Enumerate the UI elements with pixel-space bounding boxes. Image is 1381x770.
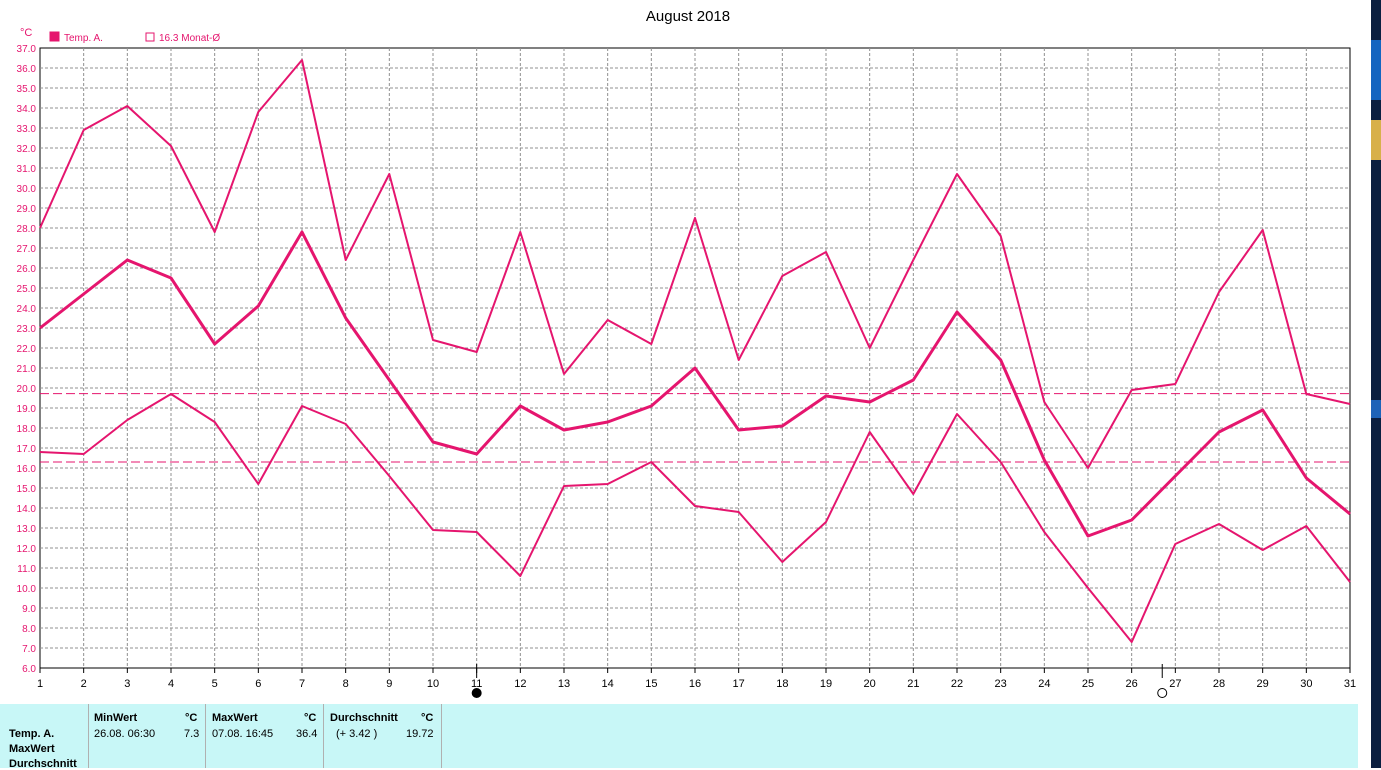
avg-unit: °C <box>421 712 434 724</box>
y-tick-label: 12.0 <box>17 544 37 555</box>
x-tick-label: 27 <box>1169 678 1181 690</box>
legend-swatch-hollow <box>145 32 155 42</box>
row-label-avg: Durchschnitt <box>9 758 77 770</box>
max-value: 36.4 <box>296 728 318 740</box>
x-tick-label: 26 <box>1126 678 1138 690</box>
grid <box>39 47 1351 669</box>
x-tick-label: 14 <box>602 678 614 690</box>
y-tick-label: 36.0 <box>17 64 37 75</box>
x-tick-label: 6 <box>255 678 261 690</box>
avg-header: Durchschnitt <box>330 712 398 724</box>
y-tick-label: 31.0 <box>17 164 37 175</box>
y-tick-label: 6.0 <box>22 664 36 675</box>
y-tick-label: 16.0 <box>17 464 37 475</box>
x-tick-label: 9 <box>386 678 392 690</box>
moon-phases <box>471 664 1168 698</box>
y-tick-label: 35.0 <box>17 84 37 95</box>
x-tick-label: 24 <box>1038 678 1050 690</box>
legend-swatch-filled <box>49 31 60 42</box>
y-axis-ticks: 6.0 7.0 8.0 9.0 10.0 11.0 12.0 13.0 14.0 15.0 16.0… <box>17 44 37 675</box>
y-tick-label: 19.0 <box>17 404 37 415</box>
min-unit: °C <box>185 712 198 724</box>
x-tick-label: 29 <box>1257 678 1269 690</box>
max-unit: °C <box>304 712 317 724</box>
min-header: MinWert <box>94 712 138 724</box>
series <box>39 59 1351 643</box>
x-tick-label: 23 <box>995 678 1007 690</box>
x-tick-label: 4 <box>168 678 174 690</box>
desktop-edge <box>1358 0 1381 768</box>
series-line-min <box>39 393 1351 643</box>
y-tick-label: 9.0 <box>22 604 36 615</box>
x-tick-label: 18 <box>776 678 788 690</box>
x-tick-label: 20 <box>864 678 876 690</box>
x-tick-label: 31 <box>1344 678 1356 690</box>
min-value: 7.3 <box>184 728 200 740</box>
series-line-max <box>39 59 1351 469</box>
y-tick-label: 14.0 <box>17 504 37 515</box>
y-tick-label: 29.0 <box>17 204 37 215</box>
moon-full-icon <box>471 688 482 698</box>
x-tick-label: 13 <box>558 678 570 690</box>
legend-label-temp: Temp. A. <box>64 33 103 44</box>
x-tick-label: 2 <box>81 678 87 690</box>
y-tick-label: 33.0 <box>17 124 37 135</box>
temperature-chart: 6.0 7.0 8.0 9.0 10.0 11.0 12.0 13.0 14.0 15.0 16.0… <box>17 8 1356 698</box>
avg-value: 19.72 <box>406 728 434 740</box>
y-tick-label: 20.0 <box>17 384 37 395</box>
y-tick-label: 18.0 <box>17 424 37 435</box>
x-tick-label: 12 <box>514 678 526 690</box>
x-tick-label: 3 <box>124 678 130 690</box>
y-tick-label: 7.0 <box>22 644 36 655</box>
y-tick-label: 37.0 <box>17 44 37 55</box>
y-tick-label: 17.0 <box>17 444 37 455</box>
x-tick-label: 19 <box>820 678 832 690</box>
x-tick-label: 7 <box>299 678 305 690</box>
max-header: MaxWert <box>212 712 258 724</box>
x-tick-label: 28 <box>1213 678 1225 690</box>
y-tick-label: 11.0 <box>17 564 36 575</box>
y-tick-label: 25.0 <box>17 284 37 295</box>
series-line-mean <box>39 230 1351 538</box>
x-tick-label: 16 <box>689 678 701 690</box>
y-tick-label: 34.0 <box>17 104 37 115</box>
x-tick-label: 1 <box>37 678 43 690</box>
chart-title: August 2018 <box>646 8 730 25</box>
y-tick-label: 10.0 <box>17 584 37 595</box>
x-tick-label: 22 <box>951 678 963 690</box>
y-tick-label: 22.0 <box>17 344 37 355</box>
stats-panel: Temp. A. MaxWert Durchschnitt MinWert °C… <box>0 704 1358 770</box>
reference-lines <box>40 393 1350 463</box>
x-tick-label: 5 <box>212 678 218 690</box>
y-tick-label: 27.0 <box>17 244 37 255</box>
x-tick-label: 17 <box>733 678 745 690</box>
x-tick-label: 30 <box>1300 678 1312 690</box>
x-tick-label: 21 <box>907 678 919 690</box>
y-tick-label: 30.0 <box>17 184 37 195</box>
avg-delta: (+ 3.42 ) <box>336 728 378 740</box>
y-tick-label: 15.0 <box>17 484 37 495</box>
y-unit-label: °C <box>20 27 32 39</box>
y-tick-label: 26.0 <box>17 264 37 275</box>
x-tick-label: 11 <box>471 678 482 690</box>
x-tick-label: 8 <box>343 678 349 690</box>
x-tick-label: 25 <box>1082 678 1094 690</box>
y-tick-label: 32.0 <box>17 144 37 155</box>
min-when: 26.08. 06:30 <box>94 728 156 740</box>
row-label-temp: Temp. A. <box>9 728 55 740</box>
max-when: 07.08. 16:45 <box>212 728 274 740</box>
y-tick-label: 21.0 <box>17 364 37 375</box>
x-tick-label: 10 <box>427 678 439 690</box>
y-tick-label: 23.0 <box>17 324 37 335</box>
x-axis-ticks: 1 2 3 4 5 6 7 8 9 10 11 12 13 14 15 16 17 18 19 20 21 22 23 24 2… <box>37 668 1356 690</box>
y-tick-label: 24.0 <box>17 304 37 315</box>
y-tick-label: 13.0 <box>17 524 37 535</box>
moon-new-icon <box>1157 688 1168 698</box>
y-tick-label: 8.0 <box>22 624 36 635</box>
row-label-max: MaxWert <box>9 743 55 755</box>
legend-label-avg: 16.3 Monat-Ø <box>159 33 220 44</box>
x-tick-label: 15 <box>645 678 657 690</box>
y-tick-label: 28.0 <box>17 224 37 235</box>
